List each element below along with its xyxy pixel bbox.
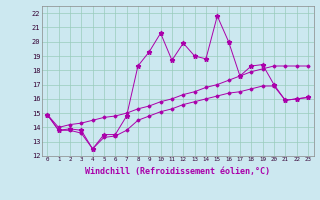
X-axis label: Windchill (Refroidissement éolien,°C): Windchill (Refroidissement éolien,°C): [85, 167, 270, 176]
